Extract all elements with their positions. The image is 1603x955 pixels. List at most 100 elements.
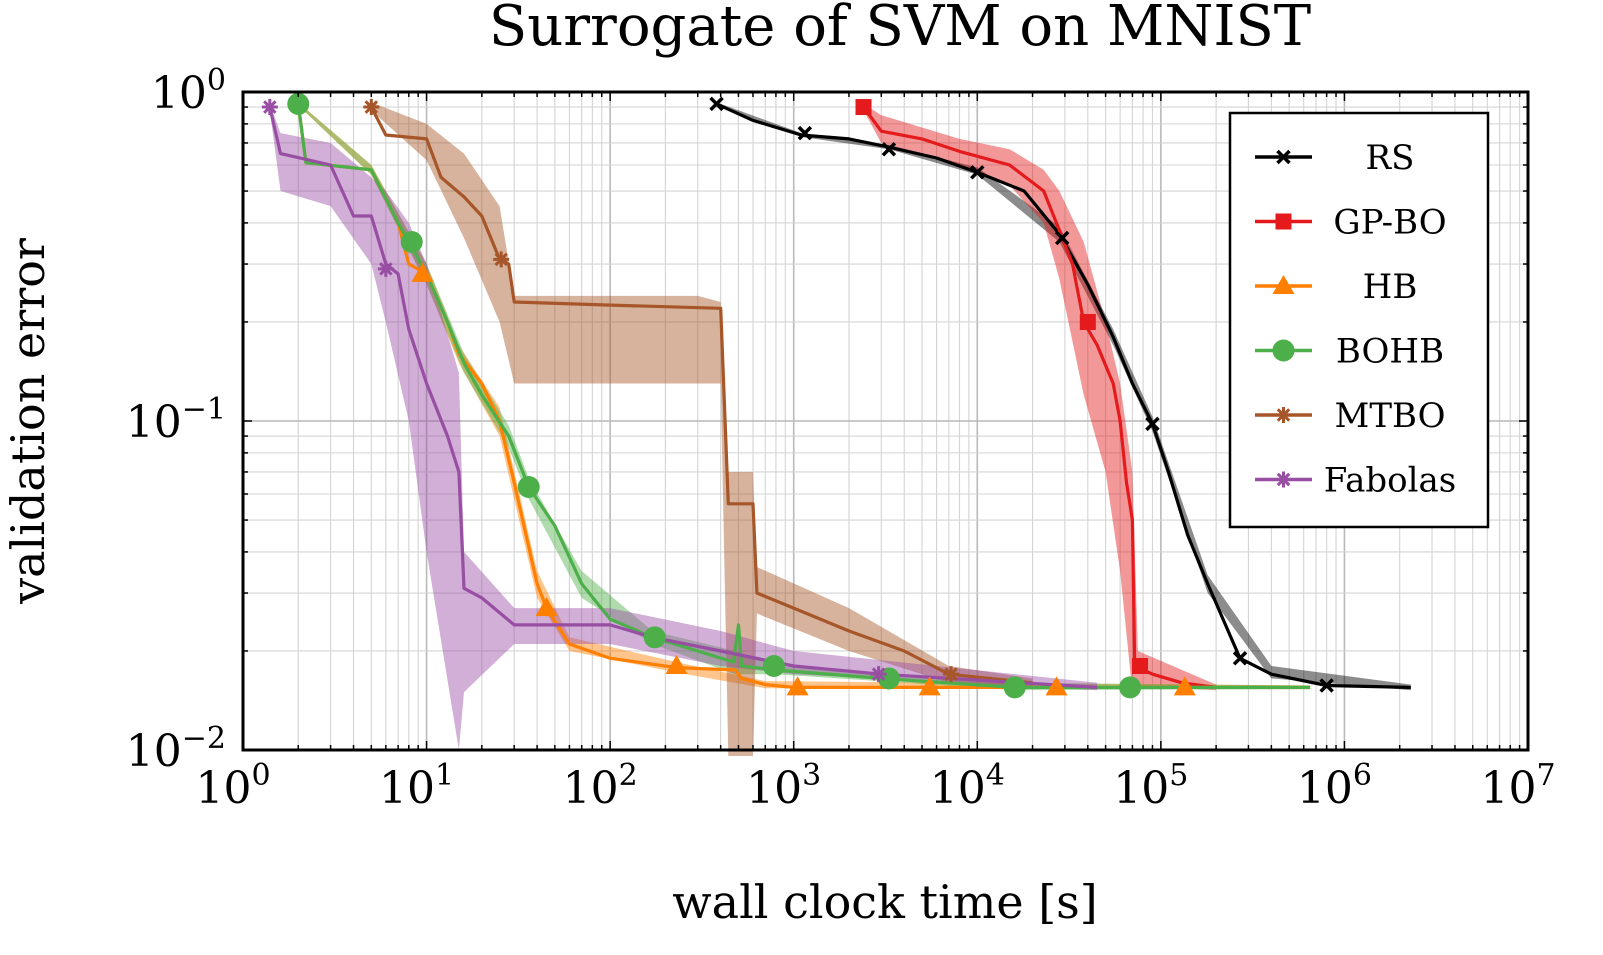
line-rs [715,102,1411,689]
marker-triangle [918,676,941,696]
legend-label-mtbo: MTBO [1335,396,1446,436]
marker-rs [797,125,813,141]
legend-entry-bohb: BOHB [1255,332,1444,372]
marker-circle [1003,676,1026,699]
y-tick-label: 10−2 [126,721,226,777]
y-axis-label: validation error [1,238,55,605]
marker-star [870,666,887,683]
marker-rs [1145,416,1160,432]
marker-circle [1119,676,1142,699]
marker-hb [535,597,558,617]
x-tick-label: 103 [746,758,821,814]
marker-bohb [517,476,540,499]
marker-circle [400,231,423,254]
legend-label-bohb: BOHB [1336,332,1444,372]
grid-lines [243,92,1528,750]
marker-star [377,260,394,277]
line-mtbo [369,106,1033,685]
marker-x [1276,149,1291,165]
marker-hb [1045,676,1068,696]
x-tick-label: 107 [1480,758,1555,814]
marker-hb [786,676,809,696]
marker-circle [643,626,666,649]
x-tick-label: 105 [1113,758,1188,814]
marker-bohb [287,92,310,115]
marker-fabolas [870,666,887,683]
marker-mtbo [363,99,380,116]
marker-mtbo [493,251,510,268]
marker-star [943,666,960,683]
marker-x [881,141,897,157]
marker-fabolas [261,99,278,116]
legend-entry-gp-bo: GP-BO [1255,203,1447,243]
x-tick-label: 100 [195,758,270,814]
marker-x [1054,230,1070,246]
x-axis-label: wall clock time [s] [672,875,1097,929]
x-tick-label: 104 [930,758,1005,814]
marker-triangle [411,262,434,282]
marker-square [1079,313,1096,330]
legend-label-hb: HB [1363,267,1418,307]
marker-x [1232,651,1248,666]
marker-rs [1054,230,1070,246]
marker-hb [411,262,434,282]
marker-star [1275,407,1292,423]
legend-marker-rs [1276,149,1291,165]
marker-rs [709,96,724,112]
marker-hb [1173,676,1196,696]
legend-label-fabolas: Fabolas [1324,461,1456,501]
marker-star [493,251,510,268]
x-tick-label: 101 [379,758,454,814]
series-markers [261,92,1334,699]
marker-bohb [1119,676,1142,699]
marker-rs [1232,651,1248,666]
marker-gp-bo [855,99,872,116]
legend-entry-hb: HB [1255,267,1417,307]
marker-triangle [665,655,688,675]
marker-rs [881,141,897,157]
marker-circle [762,655,785,678]
marker-triangle [1173,676,1196,696]
band-gp-bo [863,103,1217,693]
legend: RS GP-BO HB BOHB MTBO Fabolas [1228,111,1490,529]
marker-hb [918,676,941,696]
marker-bohb [1003,676,1026,699]
marker-x [970,165,985,180]
marker-bohb [400,231,423,254]
chart-title: Surrogate of SVM on MNIST [489,0,1311,59]
marker-gp-bo [1132,658,1149,675]
marker-triangle [535,597,558,617]
marker-square [1132,658,1149,675]
legend-marker-fabolas [1275,471,1292,488]
marker-rs [970,165,985,180]
marker-bohb [643,626,666,649]
legend-marker-mtbo [1275,407,1292,423]
legend-marker-gp-bo [1275,213,1292,230]
marker-x [1319,678,1334,693]
band-fabolas [269,103,1098,750]
y-tick-label: 10−1 [126,392,226,448]
marker-x [1145,416,1160,432]
line-hb [296,103,1311,689]
x-tick-label: 102 [563,758,638,814]
marker-circle [287,92,310,115]
legend-entry-rs: RS [1255,138,1414,178]
marker-fabolas [377,260,394,277]
x-tick-label: 106 [1297,758,1372,814]
legend-marker-hb [1272,275,1295,294]
marker-triangle [1045,676,1068,696]
marker-circle [1272,339,1295,362]
marker-rs [1319,678,1334,693]
marker-triangle [1272,275,1295,294]
legend-entry-fabolas: Fabolas [1255,461,1456,501]
marker-square [855,99,872,116]
legend-entry-mtbo: MTBO [1255,396,1445,436]
marker-star [1275,471,1292,488]
axis-ticks: 100 101 102 103 104 105 106 107 100 10−1 10−2 [126,63,1556,814]
line-fabolas [268,106,1098,689]
marker-mtbo [943,666,960,683]
marker-bohb [762,655,785,678]
legend-box [1228,111,1490,529]
legend-label-rs: RS [1366,138,1415,178]
